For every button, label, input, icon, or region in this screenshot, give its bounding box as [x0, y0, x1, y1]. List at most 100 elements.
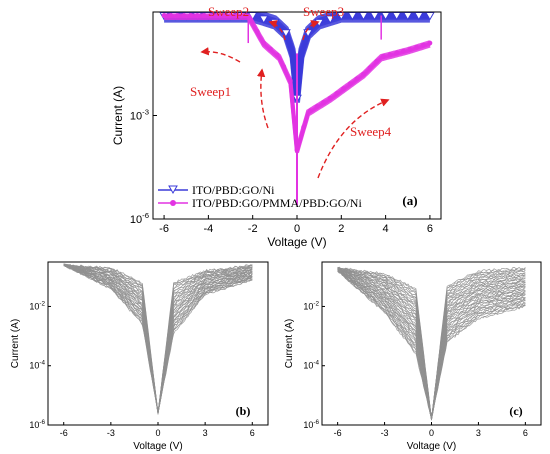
data-point: [234, 13, 240, 18]
iv-cycle-14: [63, 263, 253, 413]
iv-cycle-12: [63, 264, 253, 413]
iv-cycle-29: [63, 264, 253, 414]
iv-cycle-21: [63, 263, 253, 413]
legend-marker-1: [168, 185, 178, 195]
x-tick-label: -6: [60, 428, 68, 438]
data-point: [168, 13, 174, 18]
data-point: [414, 44, 420, 50]
panel-label: (b): [236, 404, 251, 418]
y-tick-label: 10-4: [303, 360, 319, 371]
data-point: [420, 42, 426, 48]
x-tick-label: 0: [429, 428, 434, 438]
data-point: [161, 13, 167, 18]
panel-c: -6 -3 0 3 6 10-2 10-4 10-6 Voltage (V) Current (A…: [284, 261, 542, 452]
x-tick-label: -3: [107, 428, 115, 438]
data-point: [268, 46, 273, 52]
panel-b-frame: [47, 261, 269, 426]
data-point: [325, 15, 336, 24]
iv-cycle-10: [63, 263, 253, 414]
y-axis-label: Current (A): [10, 319, 21, 368]
iv-cycle-26: [63, 264, 253, 414]
panel-label-a: (a): [402, 193, 417, 208]
iv-cycles: [63, 263, 253, 415]
data-point: [274, 52, 280, 58]
data-point: [194, 13, 200, 18]
annotation-sweep2: Sweep2: [208, 4, 249, 19]
data-point: [174, 13, 180, 18]
data-point: [301, 124, 307, 130]
sweep3-arrow: [302, 20, 320, 41]
data-point: [367, 65, 373, 71]
data-point: [287, 78, 293, 84]
data-point: [427, 40, 433, 46]
y-tick-label: 10-6: [303, 419, 319, 430]
data-point: [321, 99, 326, 105]
data-point: [261, 40, 267, 46]
data-point: [381, 53, 386, 59]
x-axis-label: Voltage (V): [407, 441, 456, 452]
iv-cycle-30: [63, 264, 253, 414]
x-tick-label: 6: [250, 428, 255, 438]
iv-cycle-15: [63, 263, 253, 413]
iv-cycle-20: [337, 270, 526, 421]
data-point: [281, 64, 287, 69]
x-tick-label: -4: [203, 223, 213, 235]
sweep1-arrow-2: [256, 68, 269, 129]
annotation-sweep1: Sweep1: [190, 84, 231, 99]
x-tick-label: -2: [248, 223, 258, 235]
data-point: [188, 13, 194, 18]
x-tick-label: -6: [334, 428, 342, 438]
data-point: [201, 13, 207, 18]
iv-cycle-6: [63, 263, 253, 414]
iv-cycle-19: [63, 263, 253, 414]
data-point: [387, 52, 393, 57]
iv-cycle-9: [63, 264, 253, 413]
iv-cycle-33: [63, 264, 253, 414]
x-tick-label: -6: [159, 223, 169, 235]
y-axis-label: Current (A): [111, 86, 125, 145]
data-point: [307, 108, 313, 114]
y-tick-label: 10-6: [130, 211, 149, 226]
y-tick-label: 10-4: [29, 360, 45, 371]
iv-cycle-16: [63, 264, 253, 414]
legend-marker-2: [170, 200, 176, 206]
y-tick-label: 10-2: [303, 300, 319, 311]
iv-cycle-1: [63, 263, 253, 414]
x-tick-label: 6: [427, 223, 433, 235]
annotation-sweep4: Sweep4: [350, 124, 392, 139]
sweep2-arrow: [268, 20, 286, 41]
data-point: [181, 13, 187, 18]
iv-cycle-34: [63, 264, 253, 413]
data-point: [314, 104, 320, 109]
data-point: [407, 46, 413, 52]
iv-cycle-22: [63, 263, 253, 413]
data-point: [374, 58, 380, 64]
data-point: [394, 50, 400, 56]
iv-cycle-4: [63, 264, 253, 413]
data-point: [248, 16, 253, 22]
x-tick-label: 3: [476, 428, 481, 438]
data-point: [361, 71, 366, 77]
data-point: [334, 91, 340, 96]
x-axis-label: Voltage (V): [267, 235, 326, 249]
panel-a: -6 -4 -2 0 2 4 6 10-3 10-6 Voltage (V) Current (A)…: [111, 4, 442, 249]
panel-label: (c): [509, 404, 522, 418]
iv-cycle-40: [337, 270, 526, 420]
data-point: [354, 76, 360, 82]
x-tick-label: -3: [381, 428, 389, 438]
iv-cycle-8: [63, 263, 253, 413]
annotation-sweep3: Sweep3: [303, 4, 344, 19]
x-tick-label: 3: [203, 428, 208, 438]
data-point: [400, 48, 406, 54]
y-tick-label: 10-3: [130, 108, 149, 123]
data-point: [214, 13, 220, 18]
data-point: [327, 95, 333, 101]
iv-cycle-24: [63, 263, 253, 413]
x-tick-label: 0: [294, 223, 300, 235]
y-tick-label: 10-6: [29, 419, 45, 430]
iv-cycle-39: [337, 270, 526, 421]
data-point: [228, 13, 233, 18]
x-tick-label: 2: [338, 223, 344, 235]
